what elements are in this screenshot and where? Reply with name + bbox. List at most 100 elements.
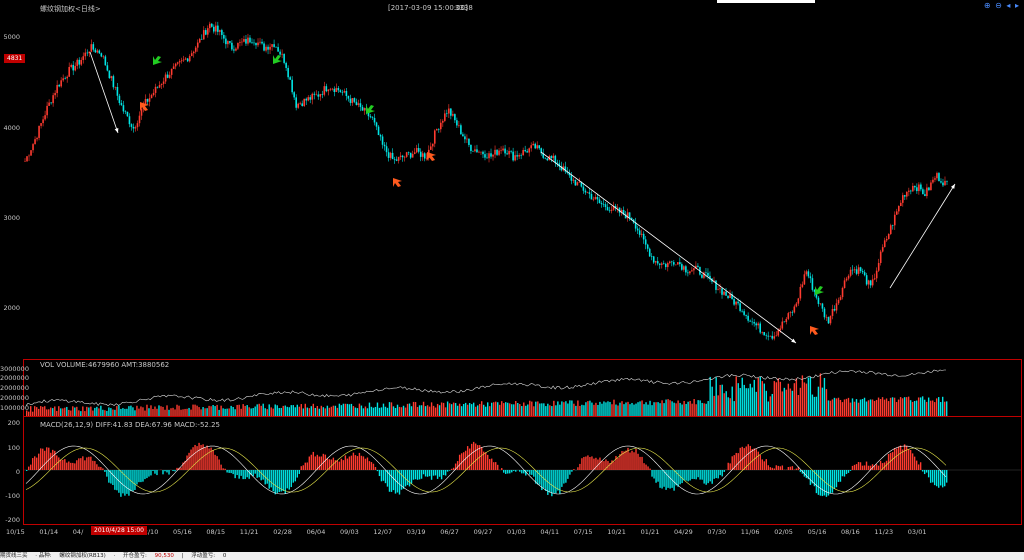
macd-bar xyxy=(68,461,70,470)
volume-axis-label: 2000000 xyxy=(0,384,29,392)
macd-bar xyxy=(374,467,377,470)
candle xyxy=(146,98,149,105)
macd-panel[interactable]: MACD(26,12,9) DIFF:41.83 DEA:67.96 MACD:… xyxy=(23,417,1022,525)
macd-bar xyxy=(621,451,623,470)
macd-bar xyxy=(414,470,417,480)
candle xyxy=(456,117,458,129)
macd-bar xyxy=(717,470,719,479)
volume-title: VOL VOLUME:4679960 AMT:3880562 xyxy=(40,361,170,369)
sell-signal-arrow[interactable] xyxy=(273,55,282,64)
volume-bar xyxy=(242,404,244,416)
sell-signal-arrow[interactable] xyxy=(366,105,375,114)
macd-bar xyxy=(559,470,561,494)
volume-bar xyxy=(26,410,28,416)
volume-bar xyxy=(232,407,234,416)
macd-bar xyxy=(234,470,236,479)
candle xyxy=(616,204,619,213)
price-axis-label: 4000 xyxy=(3,124,20,132)
candle xyxy=(231,40,233,52)
volume-bar xyxy=(875,399,878,416)
macd-bar xyxy=(893,448,896,470)
volume-bar xyxy=(424,406,427,416)
volume-bar xyxy=(210,406,212,416)
candle xyxy=(801,281,804,289)
macd-bar xyxy=(154,470,156,474)
volume-bar xyxy=(859,399,862,416)
macd-bar xyxy=(945,470,948,483)
sell-signal-arrow[interactable] xyxy=(153,56,162,65)
volume-bar xyxy=(499,404,501,416)
price-chart[interactable] xyxy=(0,0,1024,360)
candle xyxy=(715,280,717,294)
macd-bar xyxy=(150,470,152,476)
volume-axis-label: 1000000 xyxy=(0,404,29,412)
candle xyxy=(677,261,679,265)
candle xyxy=(534,142,537,150)
volume-bar xyxy=(420,405,423,416)
volume-bar xyxy=(64,407,66,416)
volume-bar xyxy=(322,407,325,416)
candle xyxy=(287,65,289,80)
macd-bar xyxy=(571,470,573,472)
scroll-right-icon[interactable]: ▸ xyxy=(1014,1,1020,10)
trend-line[interactable] xyxy=(89,51,119,134)
volume-bar xyxy=(885,398,888,416)
candle xyxy=(243,35,245,43)
buy-signal-arrow[interactable] xyxy=(810,326,819,335)
macd-bar xyxy=(487,454,489,470)
candle xyxy=(327,89,330,96)
volume-bar xyxy=(346,403,349,416)
volume-bar xyxy=(873,400,876,416)
trend-lines xyxy=(89,51,956,344)
candle xyxy=(859,266,862,274)
volume-bar xyxy=(392,406,395,416)
macd-bar xyxy=(416,470,419,480)
candle xyxy=(371,116,374,120)
macd-bar xyxy=(501,468,503,470)
volume-bar xyxy=(246,405,248,416)
volume-bar xyxy=(472,402,475,416)
macd-bar xyxy=(192,447,194,470)
scroll-left-icon[interactable]: ◂ xyxy=(1006,1,1012,10)
candle xyxy=(80,57,83,66)
top-input-box[interactable] xyxy=(717,0,815,3)
volume-bar xyxy=(200,409,202,416)
volume-bar xyxy=(118,405,120,416)
volume-bar xyxy=(939,402,942,416)
volume-bar xyxy=(138,408,140,416)
time-axis-label: 05/16 xyxy=(807,528,827,536)
macd-bar xyxy=(112,470,114,486)
buy-signal-arrow[interactable] xyxy=(393,178,402,187)
macd-bar xyxy=(292,470,294,483)
macd-bar xyxy=(883,462,886,470)
macd-bar xyxy=(641,456,643,470)
macd-bar xyxy=(585,456,587,470)
macd-bar xyxy=(755,449,757,470)
candle xyxy=(419,148,422,162)
macd-bar xyxy=(643,463,645,470)
volume-bar xyxy=(82,406,84,416)
candle xyxy=(644,235,647,250)
candle xyxy=(946,180,948,186)
macd-bar xyxy=(256,470,258,478)
macd-bar xyxy=(691,470,693,479)
volume-bar xyxy=(601,403,603,416)
macd-bar xyxy=(476,445,479,470)
macd-bar xyxy=(70,462,72,470)
volume-bar xyxy=(376,402,379,416)
macd-bar xyxy=(511,470,513,473)
volume-bar xyxy=(102,409,104,416)
time-axis-label: 03/19 xyxy=(406,528,426,536)
trend-line[interactable] xyxy=(889,183,956,289)
volume-panel[interactable]: VOL VOLUME:4679960 AMT:3880562 xyxy=(23,359,1022,417)
zoom-out-icon[interactable]: ⊖ xyxy=(995,1,1003,10)
macd-bar xyxy=(657,470,659,482)
trend-line[interactable] xyxy=(540,151,797,344)
volume-bar xyxy=(785,389,788,416)
buy-signal-arrow[interactable] xyxy=(427,152,436,161)
buy-signal-arrow[interactable] xyxy=(140,102,149,111)
zoom-in-icon[interactable]: ⊕ xyxy=(983,1,992,10)
macd-bar xyxy=(529,470,531,475)
sell-signal-arrow[interactable] xyxy=(815,286,824,295)
macd-bar xyxy=(811,470,814,484)
